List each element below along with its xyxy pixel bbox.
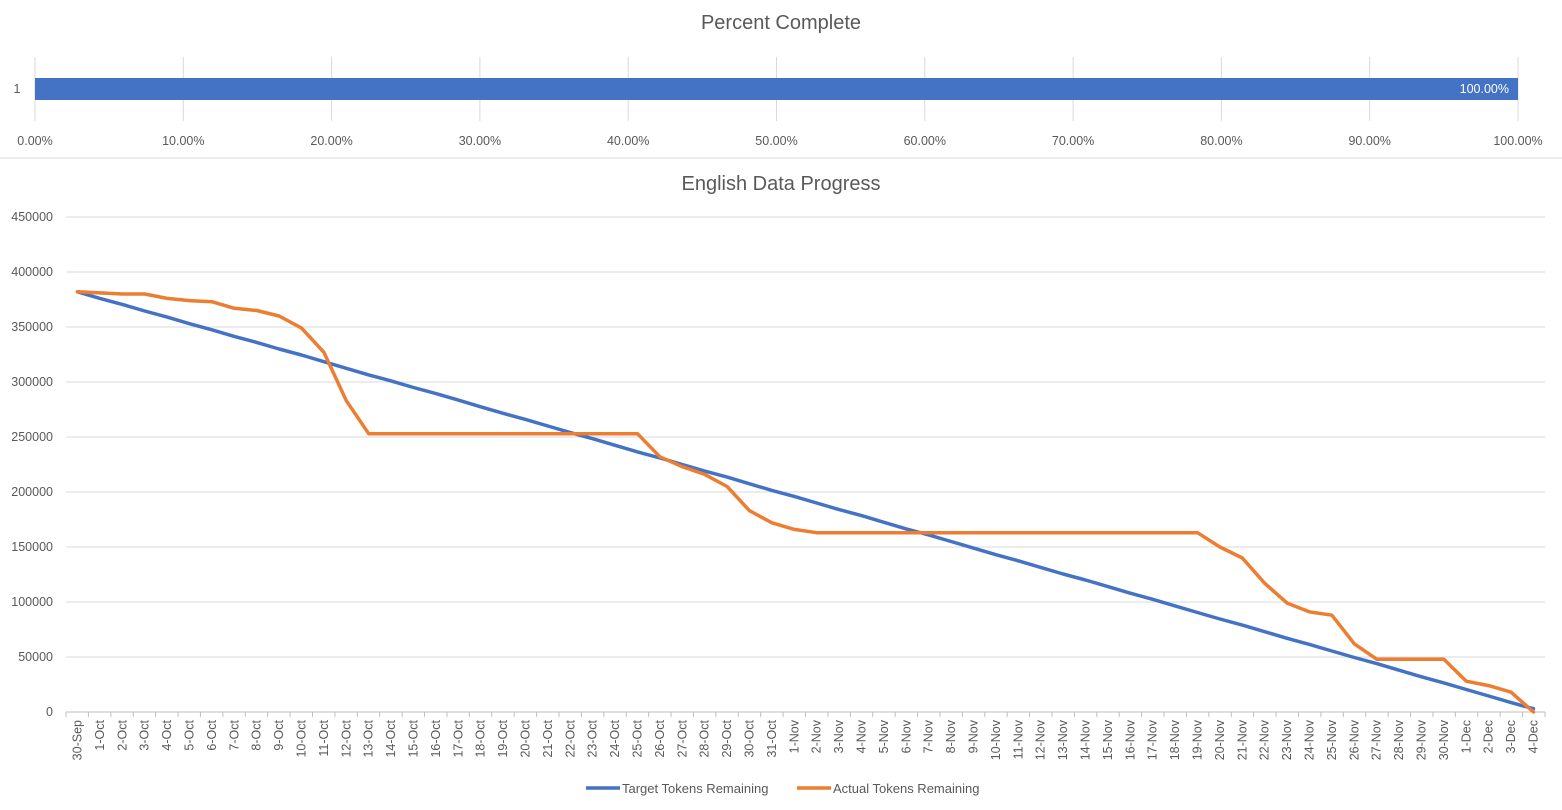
x-tick-label: 29-Nov: [1415, 719, 1429, 760]
x-tick-label: 22-Oct: [563, 719, 577, 757]
x-tick-label: 14-Nov: [1079, 719, 1093, 760]
x-tick-label: 90.00%: [1348, 134, 1390, 148]
x-tick-label: 2-Dec: [1482, 720, 1496, 753]
x-tick-label: 3-Oct: [138, 719, 152, 750]
x-tick-label: 100.00%: [1493, 134, 1542, 148]
y-tick-label: 350000: [11, 320, 53, 334]
x-tick-label: 7-Oct: [227, 719, 241, 750]
y-tick-label: 100000: [11, 595, 53, 609]
x-tick-label: 18-Nov: [1168, 719, 1182, 760]
x-tick-label: 28-Oct: [698, 719, 712, 757]
x-tick-label: 13-Nov: [1056, 719, 1070, 760]
x-tick-label: 6-Nov: [899, 719, 913, 753]
x-tick-label: 12-Oct: [339, 719, 353, 757]
x-tick-label: 31-Oct: [765, 719, 779, 757]
y-tick-label: 1: [14, 82, 21, 96]
y-tick-label: 150000: [11, 540, 53, 554]
x-tick-label: 8-Oct: [250, 719, 264, 750]
x-tick-label: 26-Nov: [1347, 719, 1361, 760]
x-tick-label: 15-Oct: [407, 719, 421, 757]
x-tick-label: 30-Nov: [1437, 719, 1451, 760]
x-tick-label: 22-Nov: [1258, 719, 1272, 760]
x-tick-label: 26-Oct: [653, 719, 667, 757]
x-tick-label: 3-Nov: [832, 719, 846, 753]
x-tick-label: 1-Oct: [93, 719, 107, 750]
x-tick-label: 5-Nov: [877, 719, 891, 753]
x-tick-label: 60.00%: [904, 134, 946, 148]
x-tick-label: 1-Dec: [1459, 720, 1473, 753]
x-tick-label: 29-Oct: [720, 719, 734, 757]
x-tick-label: 1-Nov: [787, 719, 801, 753]
x-tick-label: 2-Oct: [115, 719, 129, 750]
legend-label: Actual Tokens Remaining: [833, 781, 979, 796]
x-tick-label: 20-Nov: [1213, 719, 1227, 760]
x-tick-label: 27-Nov: [1370, 719, 1384, 760]
x-tick-label: 30.00%: [459, 134, 501, 148]
x-tick-label: 19-Nov: [1191, 719, 1205, 760]
x-tick-label: 40.00%: [607, 134, 649, 148]
x-tick-label: 4-Oct: [160, 719, 174, 750]
x-tick-label: 15-Nov: [1101, 719, 1115, 760]
x-tick-label: 10-Oct: [295, 719, 309, 757]
x-tick-label: 7-Nov: [922, 719, 936, 753]
y-tick-label: 200000: [11, 485, 53, 499]
series-line: [75, 290, 1536, 711]
x-tick-label: 50.00%: [755, 134, 797, 148]
x-tick-label: 11-Oct: [317, 719, 331, 756]
x-tick-label: 23-Nov: [1280, 719, 1294, 760]
y-tick-label: 250000: [11, 430, 53, 444]
x-tick-label: 17-Nov: [1146, 719, 1160, 760]
x-tick-label: 27-Oct: [675, 719, 689, 757]
x-tick-label: 23-Oct: [586, 719, 600, 757]
x-tick-label: 21-Oct: [541, 719, 555, 757]
x-tick-label: 0.00%: [17, 134, 52, 148]
x-tick-label: 8-Nov: [944, 719, 958, 753]
x-tick-label: 19-Oct: [496, 719, 510, 757]
x-tick-label: 30-Sep: [71, 720, 85, 760]
x-tick-label: 17-Oct: [451, 719, 465, 757]
x-tick-label: 28-Nov: [1392, 719, 1406, 760]
x-tick-label: 30-Oct: [743, 719, 757, 757]
bar: [35, 78, 1518, 100]
y-tick-label: 400000: [11, 265, 53, 279]
x-tick-label: 14-Oct: [384, 719, 398, 757]
x-tick-label: 25-Oct: [631, 719, 645, 757]
x-tick-label: 9-Oct: [272, 719, 286, 750]
x-tick-label: 11-Nov: [1011, 719, 1025, 759]
y-tick-label: 0: [46, 705, 53, 719]
x-tick-label: 5-Oct: [183, 719, 197, 750]
x-tick-label: 16-Nov: [1123, 719, 1137, 760]
data-label: 100.00%: [1460, 82, 1509, 96]
series-line: [75, 290, 1536, 714]
chart-title: Percent Complete: [701, 12, 861, 34]
x-tick-label: 2-Nov: [810, 719, 824, 753]
x-tick-label: 4-Nov: [855, 719, 869, 753]
x-tick-label: 25-Nov: [1325, 719, 1339, 760]
x-tick-label: 24-Oct: [608, 719, 622, 757]
x-tick-label: 20.00%: [310, 134, 352, 148]
x-tick-label: 16-Oct: [429, 719, 443, 757]
x-tick-label: 10-Nov: [989, 719, 1003, 760]
x-tick-label: 9-Nov: [967, 719, 981, 753]
y-tick-label: 450000: [11, 210, 53, 224]
x-tick-label: 3-Dec: [1504, 720, 1518, 753]
x-tick-label: 21-Nov: [1235, 719, 1249, 760]
x-tick-label: 70.00%: [1052, 134, 1094, 148]
x-tick-label: 18-Oct: [474, 719, 488, 757]
x-tick-label: 24-Nov: [1303, 719, 1317, 760]
y-tick-label: 300000: [11, 375, 53, 389]
y-tick-label: 50000: [18, 650, 53, 664]
x-tick-label: 80.00%: [1200, 134, 1242, 148]
x-tick-label: 13-Oct: [362, 719, 376, 757]
x-tick-label: 12-Nov: [1034, 719, 1048, 760]
x-tick-label: 10.00%: [162, 134, 204, 148]
x-tick-label: 20-Oct: [519, 719, 533, 757]
x-tick-label: 4-Dec: [1527, 720, 1541, 753]
legend-label: Target Tokens Remaining: [622, 781, 768, 796]
chart-title: English Data Progress: [682, 173, 881, 195]
x-tick-label: 6-Oct: [205, 719, 219, 750]
